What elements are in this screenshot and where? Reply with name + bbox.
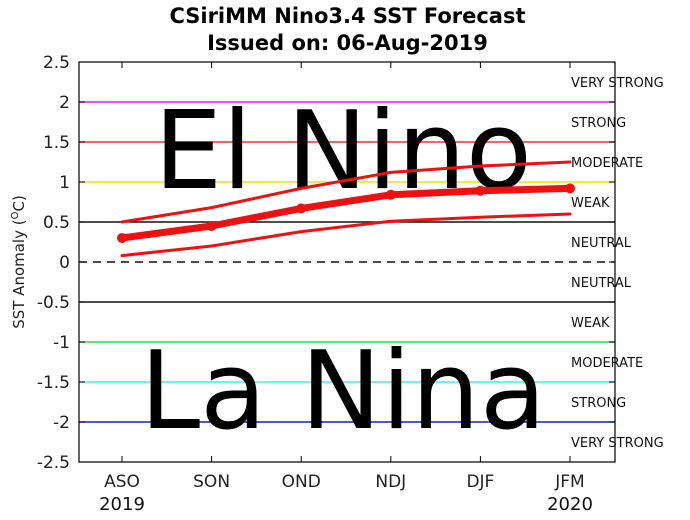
threshold-lines — [79, 101, 615, 423]
mean-point-2 — [296, 203, 307, 214]
y-tick-label-8: -1.5 — [37, 373, 70, 393]
band-label-6: WEAK — [571, 316, 610, 331]
el-nino-overlay: El Nino — [154, 89, 532, 214]
band-label-3: WEAK — [571, 196, 610, 211]
y-tick-label-1: 2 — [59, 93, 70, 113]
band-label-5: NEUTRAL — [571, 276, 632, 291]
series-line-mean — [118, 184, 574, 242]
y-tick-label-3: 1 — [59, 173, 70, 193]
y-axis-label: SST Anomaly (OC) — [10, 195, 28, 329]
mean-point-5 — [565, 183, 575, 194]
la-nina-overlay: La Nina — [140, 329, 546, 454]
y-tick-label-9: -2 — [53, 413, 70, 433]
band-label-4: NEUTRAL — [571, 236, 632, 251]
band-label-9: VERY STRONG — [571, 436, 664, 451]
band-label-7: MODERATE — [571, 356, 643, 371]
y-tick-label-5: 0 — [59, 253, 70, 273]
mean-point-4 — [475, 185, 486, 196]
x-tick-label-4: DJF — [466, 472, 494, 492]
x-tick-label-1: SON — [193, 472, 230, 492]
band-label-8: STRONG — [571, 396, 626, 411]
x-tick-label-2: OND — [282, 472, 321, 492]
y-tick-label-10: -2.5 — [37, 453, 70, 473]
chart-title: CSiriMM Nino3.4 SST Forecast — [169, 4, 526, 28]
mean-point-0 — [117, 233, 127, 243]
mean-point-3 — [385, 189, 396, 200]
band-labels: VERY STRONG STRONG MODERATE WEAK NEUTRAL NEUT… — [571, 76, 664, 451]
band-label-1: STRONG — [571, 116, 626, 131]
band-label-2: MODERATE — [571, 156, 643, 171]
y-tick-label-2: 1.5 — [43, 133, 70, 153]
mean-point-1 — [206, 221, 217, 231]
series-line-upper — [120, 160, 572, 224]
x-year-label-0: 2019 — [99, 494, 145, 515]
y-tick-label-6: -0.5 — [37, 293, 70, 313]
x-tick-label-5: JFM — [554, 472, 584, 492]
y-axis-label-unit: C) — [10, 195, 28, 211]
series-line-lower — [120, 212, 572, 258]
y-axis-label-sup: O — [10, 211, 21, 219]
y-tick-label-4: 0.5 — [43, 213, 70, 233]
forecast-series — [117, 160, 575, 258]
y-tick-label-0: 2.5 — [43, 53, 70, 73]
x-tick-label-3: NDJ — [375, 472, 406, 492]
band-label-0: VERY STRONG — [571, 76, 664, 91]
x-tick-label-0: ASO — [104, 472, 140, 492]
y-tick-label-7: -1 — [53, 333, 70, 353]
x-year-label-5: 2020 — [547, 494, 593, 515]
y-axis: 2.5 2 1.5 1 0.5 0 -0.5 -1 -1.5 -2 -2.5 — [37, 53, 615, 473]
chart-subtitle: Issued on: 06-Aug-2019 — [207, 31, 488, 55]
y-axis-label-main: SST Anomaly ( — [10, 219, 28, 328]
